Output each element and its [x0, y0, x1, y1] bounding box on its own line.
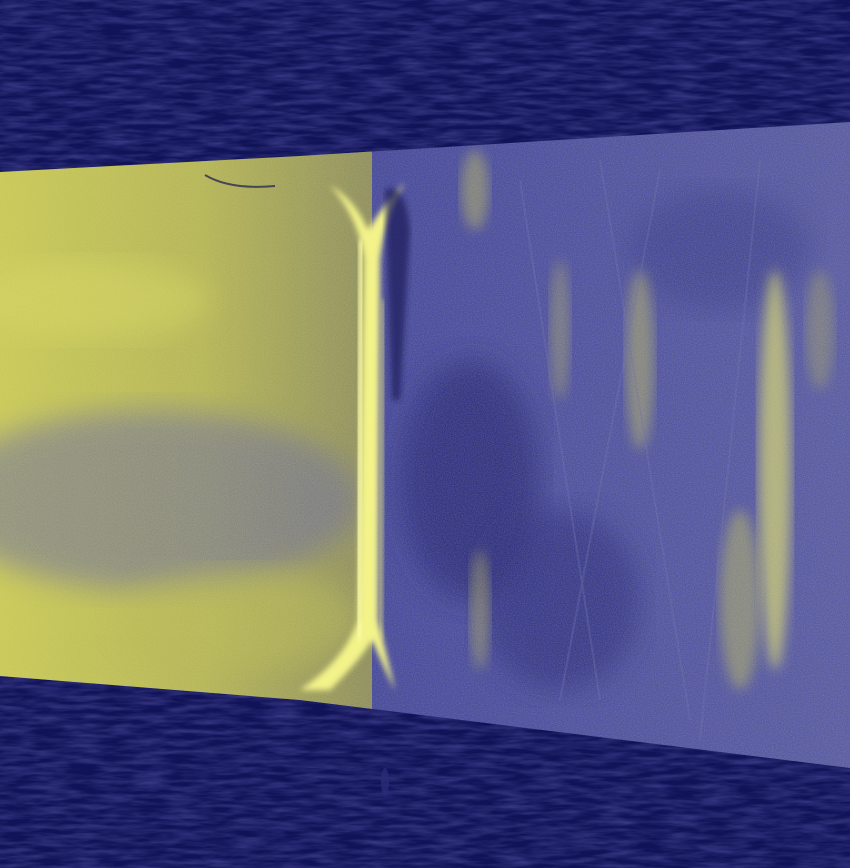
- lower-speck: [381, 768, 389, 796]
- bright-shock-line: [300, 182, 405, 690]
- channel: [0, 122, 850, 768]
- dark-wedge: [385, 188, 410, 400]
